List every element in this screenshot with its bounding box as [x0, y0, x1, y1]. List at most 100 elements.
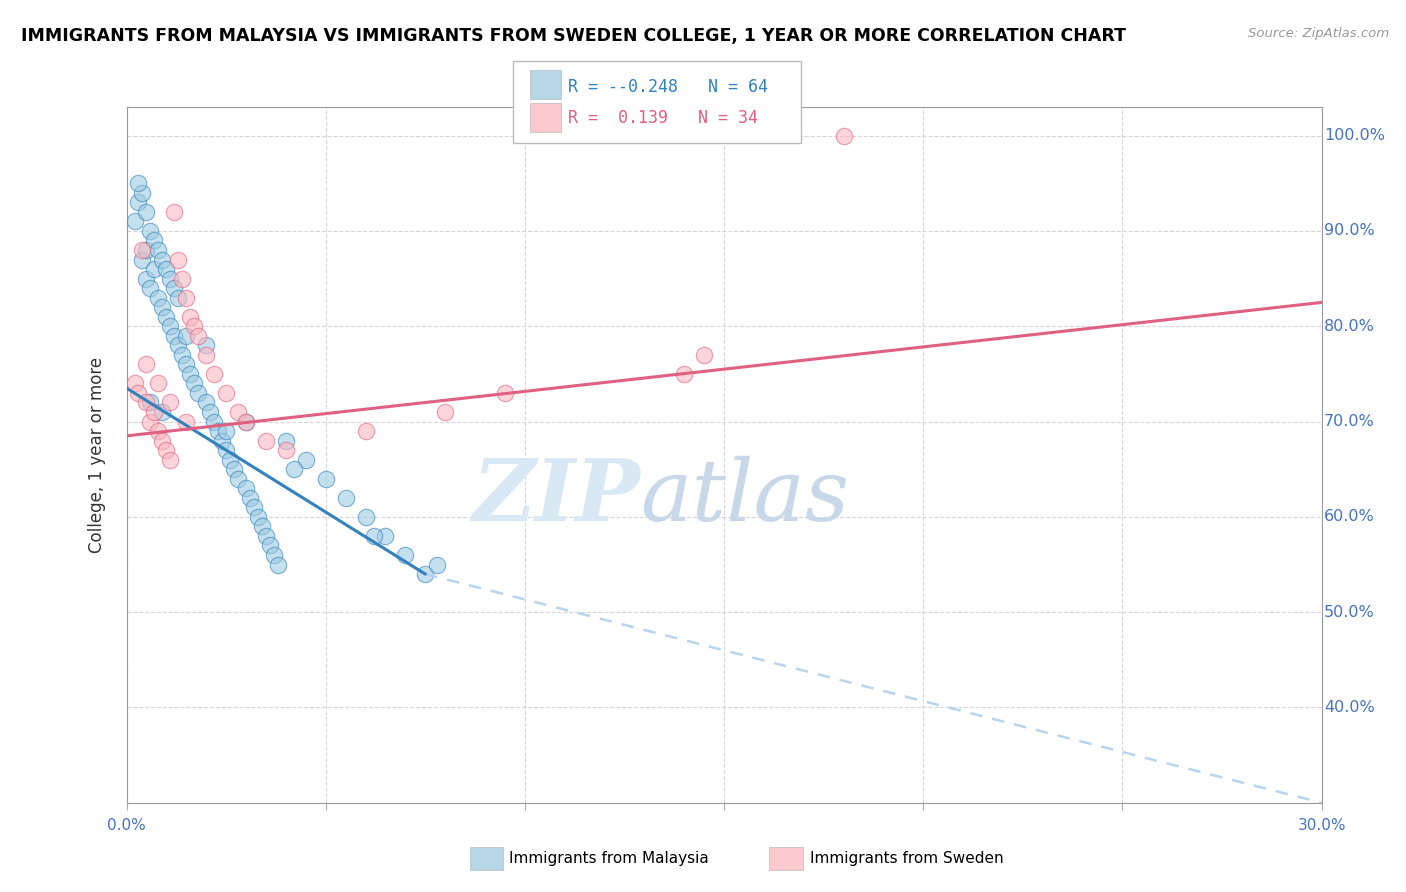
Point	[673, 367, 696, 381]
Point	[127, 386, 149, 401]
Point	[159, 452, 181, 467]
Point	[174, 291, 197, 305]
Point	[139, 281, 162, 295]
Point	[148, 291, 170, 305]
Point	[434, 405, 457, 419]
Point	[167, 291, 190, 305]
Point	[494, 386, 516, 401]
Point	[187, 386, 209, 401]
Point	[131, 243, 153, 257]
Point	[426, 558, 449, 572]
Text: 70.0%: 70.0%	[1324, 414, 1375, 429]
Point	[222, 462, 246, 476]
Point	[163, 205, 186, 219]
Point	[135, 357, 157, 371]
Point	[152, 434, 174, 448]
Y-axis label: College, 1 year or more: College, 1 year or more	[87, 357, 105, 553]
Point	[211, 434, 233, 448]
Point	[250, 519, 273, 533]
Point	[315, 472, 337, 486]
Point	[167, 252, 190, 267]
Point	[235, 415, 257, 429]
Point	[254, 529, 277, 543]
Point	[413, 567, 436, 582]
Point	[139, 415, 162, 429]
Point	[195, 395, 218, 409]
Point	[152, 300, 174, 314]
Point	[155, 262, 177, 277]
Point	[394, 548, 416, 562]
Point	[159, 395, 181, 409]
Point	[259, 539, 281, 553]
Point	[143, 234, 166, 248]
Point	[174, 357, 197, 371]
Point	[354, 509, 377, 524]
Point	[139, 224, 162, 238]
Point	[215, 443, 238, 458]
Point	[226, 405, 249, 419]
Point	[167, 338, 190, 352]
Text: 80.0%: 80.0%	[1324, 318, 1375, 334]
Point	[195, 348, 218, 362]
Point	[235, 415, 257, 429]
Point	[243, 500, 266, 515]
Point	[254, 434, 277, 448]
Point	[135, 205, 157, 219]
Point	[195, 338, 218, 352]
Point	[172, 348, 194, 362]
Point	[200, 405, 222, 419]
Point	[239, 491, 262, 505]
Point	[148, 243, 170, 257]
Point	[163, 281, 186, 295]
Point	[174, 415, 197, 429]
Point	[215, 386, 238, 401]
Text: 60.0%: 60.0%	[1324, 509, 1375, 524]
Text: atlas: atlas	[640, 455, 849, 538]
Point	[693, 348, 716, 362]
Point	[152, 405, 174, 419]
Point	[283, 462, 305, 476]
Point	[202, 415, 225, 429]
Point	[267, 558, 290, 572]
Point	[179, 367, 201, 381]
Point	[148, 424, 170, 438]
Text: R = --0.248   N = 64: R = --0.248 N = 64	[568, 78, 768, 96]
Point	[226, 472, 249, 486]
Point	[135, 243, 157, 257]
Text: ZIP: ZIP	[472, 455, 640, 539]
Point	[219, 452, 242, 467]
Point	[294, 452, 316, 467]
Point	[127, 176, 149, 190]
Point	[207, 424, 229, 438]
Text: IMMIGRANTS FROM MALAYSIA VS IMMIGRANTS FROM SWEDEN COLLEGE, 1 YEAR OR MORE CORRE: IMMIGRANTS FROM MALAYSIA VS IMMIGRANTS F…	[21, 27, 1126, 45]
Text: 90.0%: 90.0%	[1324, 223, 1375, 238]
Point	[127, 195, 149, 210]
Point	[247, 509, 270, 524]
Point	[159, 271, 181, 285]
Point	[131, 252, 153, 267]
Point	[155, 310, 177, 324]
Point	[155, 443, 177, 458]
Point	[148, 376, 170, 391]
Text: 30.0%: 30.0%	[1298, 819, 1346, 833]
Point	[374, 529, 396, 543]
Text: R =  0.139   N = 34: R = 0.139 N = 34	[568, 109, 758, 127]
Point	[235, 481, 257, 495]
Text: Immigrants from Sweden: Immigrants from Sweden	[810, 851, 1004, 865]
Point	[174, 328, 197, 343]
Text: Immigrants from Malaysia: Immigrants from Malaysia	[509, 851, 709, 865]
Point	[183, 319, 205, 334]
Text: Source: ZipAtlas.com: Source: ZipAtlas.com	[1249, 27, 1389, 40]
Point	[263, 548, 285, 562]
Point	[274, 443, 297, 458]
Point	[179, 310, 201, 324]
Point	[152, 252, 174, 267]
Point	[832, 128, 855, 143]
Point	[163, 328, 186, 343]
Text: 0.0%: 0.0%	[107, 819, 146, 833]
Point	[143, 405, 166, 419]
Text: 50.0%: 50.0%	[1324, 605, 1375, 620]
Point	[131, 186, 153, 200]
Point	[274, 434, 297, 448]
Point	[183, 376, 205, 391]
